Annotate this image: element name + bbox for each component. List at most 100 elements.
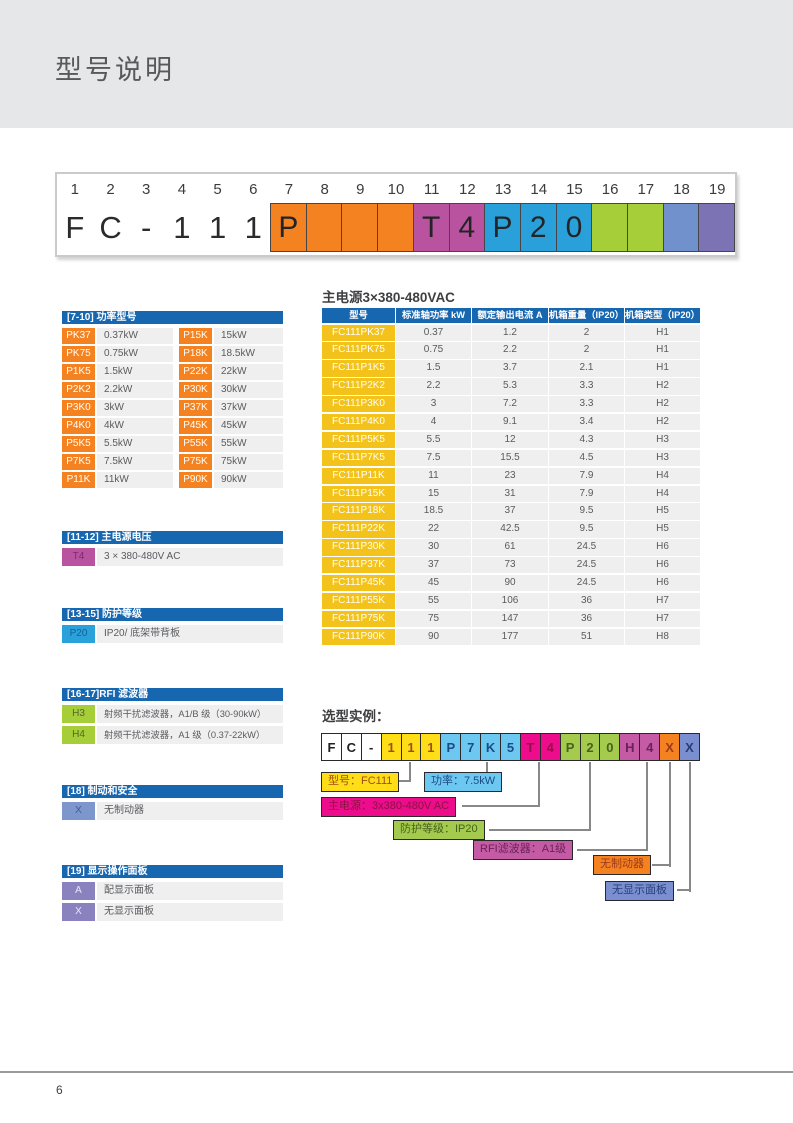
position-number: 13 — [494, 181, 512, 198]
code-chip: P2K2 — [62, 382, 95, 398]
table-row: FC111P15K 15 31 7.9 H4 — [322, 485, 700, 502]
value-cell: 18.5kW — [214, 346, 283, 362]
cell: H6 — [625, 557, 700, 574]
column-header: 额定输出电流 A — [472, 308, 549, 323]
cell: H5 — [625, 521, 700, 538]
position-number: 9 — [356, 181, 365, 198]
cell: H1 — [625, 324, 700, 341]
rfi-filter-table: [16-17]RFI 滤波器 H3 射频干扰滤波器，A1/B 级（30-90kW）… — [62, 688, 283, 747]
cell: 37 — [396, 557, 472, 574]
cell: 90 — [472, 574, 549, 592]
display-code-cell — [698, 203, 735, 252]
example-label-display: 无显示面板 — [605, 881, 674, 901]
cell: H6 — [625, 539, 700, 556]
cell: H1 — [625, 342, 700, 359]
cell: H2 — [625, 378, 700, 395]
cell: 90 — [396, 628, 472, 646]
cell: 2.2 — [396, 378, 472, 395]
cell: 3.4 — [549, 413, 625, 431]
table-row: PK75 0.75kW P18K 18.5kW — [62, 346, 283, 362]
position-number: 14 — [530, 181, 548, 198]
cell: 12 — [472, 431, 549, 449]
cell: 7.9 — [549, 485, 625, 502]
example-char-cell: 1 — [380, 733, 402, 761]
value-cell: 5.5kW — [97, 436, 173, 452]
model-chip: FC111P22K — [322, 521, 396, 538]
code-chip: P37K — [179, 400, 212, 416]
position-number: 10 — [387, 181, 405, 198]
table-row: P1K5 1.5kW P22K 22kW — [62, 364, 283, 380]
cell: H2 — [625, 396, 700, 413]
rfi-code-cell — [626, 203, 664, 252]
model-chip: FC111P4K0 — [322, 413, 396, 431]
example-char-cell: 7 — [460, 733, 482, 761]
table-row: X 无显示面板 — [62, 903, 283, 921]
table-header: [11-12] 主电源电压 — [62, 531, 283, 544]
table-row: FC111P1K5 1.5 3.7 2.1 H1 — [322, 360, 700, 377]
value-cell: 55kW — [214, 436, 283, 452]
model-chip: FC111P37K — [322, 557, 396, 574]
footer-rule — [0, 1071, 793, 1073]
table-row: P7K5 7.5kW P75K 75kW — [62, 454, 283, 470]
table-header: [19] 显示操作面板 — [62, 865, 283, 878]
column-header: 型号 — [322, 308, 396, 323]
cell: 36 — [549, 592, 625, 610]
example-char-cell: X — [679, 733, 700, 761]
cell: 9.5 — [549, 503, 625, 520]
example-char-cell: C — [340, 733, 362, 761]
brake-code-cell — [662, 203, 700, 252]
position-number: 19 — [708, 181, 726, 198]
cell: 42.5 — [472, 521, 549, 538]
code-chip: P22K — [179, 364, 212, 380]
cell: 55 — [396, 592, 472, 610]
model-chip: FC111P18K — [322, 503, 396, 520]
cell: 4.3 — [549, 431, 625, 449]
cell: H1 — [625, 360, 700, 377]
table-row: FC111P5K5 5.5 12 4.3 H3 — [322, 431, 700, 449]
table-row: FC111P11K 11 23 7.9 H4 — [322, 467, 700, 485]
cell: 15.5 — [472, 449, 549, 467]
model-chip: FC111P15K — [322, 485, 396, 502]
table-row: FC111P55K 55 106 36 H7 — [322, 592, 700, 610]
page-number: 6 — [56, 1083, 63, 1097]
table-header: [18] 制动和安全 — [62, 785, 283, 798]
example-char-cell: X — [659, 733, 681, 761]
cell: 73 — [472, 557, 549, 574]
table-row: FC111P90K 90 177 51 H8 — [322, 628, 700, 646]
value-cell: 0.37kW — [97, 328, 173, 344]
example-char-cell: 1 — [400, 733, 422, 761]
table-row: P5K5 5.5kW P55K 55kW — [62, 436, 283, 452]
example-char-cell: 2 — [579, 733, 601, 761]
example-char-cell: P — [559, 733, 581, 761]
connector-line — [577, 849, 648, 851]
model-chip: FC111P90K — [322, 628, 396, 646]
connector-line — [589, 762, 591, 831]
model-char-cell: 1 — [208, 209, 227, 245]
cell: 3.7 — [472, 360, 549, 377]
column-header: 标准轴功率 kW — [396, 308, 472, 323]
table-row: T4 3 × 380-480V AC — [62, 548, 283, 566]
value-cell: 3kW — [97, 400, 173, 416]
cell: 45 — [396, 574, 472, 592]
table-row: FC111P4K0 4 9.1 3.4 H2 — [322, 413, 700, 431]
cell: 23 — [472, 467, 549, 485]
cell: 2.1 — [549, 360, 625, 377]
ratings-table-header-row: 型号 标准轴功率 kW 额定输出电流 A 机箱重量（IP20） 机箱类型（IP2… — [322, 308, 700, 323]
model-char-cell: F — [65, 209, 85, 245]
cell: 0.75 — [396, 342, 472, 359]
example-code-strip: F C - 1 1 1 P 7 K 5 T 4 P 2 0 H 4 X X — [321, 733, 700, 761]
cell: 24.5 — [549, 574, 625, 592]
connector-line — [538, 762, 540, 807]
table-row: FC111PK37 0.37 1.2 2 H1 — [322, 324, 700, 341]
protection-code-cell: 2 — [519, 203, 557, 252]
selection-example-title: 选型实例： — [322, 709, 390, 724]
example-char-cell: - — [360, 733, 382, 761]
example-char-cell: K — [480, 733, 502, 761]
code-chip: P30K — [179, 382, 212, 398]
model-chip: FC111P3K0 — [322, 396, 396, 413]
cell: 18.5 — [396, 503, 472, 520]
cell: 24.5 — [549, 557, 625, 574]
code-chip: P75K — [179, 454, 212, 470]
example-label-rfi: RFI滤波器：A1级 — [473, 840, 574, 860]
